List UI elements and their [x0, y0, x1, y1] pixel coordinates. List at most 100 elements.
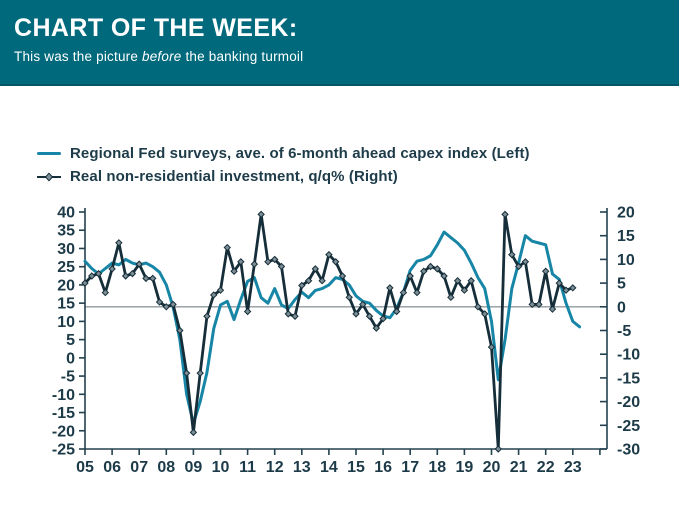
- diamond-marker: [494, 445, 502, 453]
- diamond-marker: [541, 267, 550, 275]
- x-axis-tick-label: 15: [347, 459, 365, 476]
- left-axis-tick-label: 5: [66, 332, 75, 349]
- x-axis-tick-label: 20: [483, 459, 501, 476]
- right-axis-tick-label: 0: [617, 299, 626, 316]
- right-axis: 20 15 10 5 0 -5 -10 -15 -20 -25 -30: [600, 205, 640, 459]
- diamond-marker: [162, 303, 171, 311]
- diamond-marker: [142, 274, 150, 283]
- diamond-marker: [230, 267, 238, 275]
- diamond-marker: [331, 258, 340, 266]
- right-axis-tick-label: 5: [617, 276, 626, 293]
- subtitle-text-post: the banking turmoil: [181, 49, 304, 64]
- diamond-marker: [210, 291, 218, 299]
- diamond-marker: [88, 272, 96, 280]
- x-axis-tick-label: 16: [374, 459, 392, 476]
- left-axis-tick-label: -20: [52, 423, 75, 440]
- diamond-marker: [101, 288, 110, 297]
- x-axis-tick-label: 06: [103, 459, 121, 476]
- diamond-marker: [487, 343, 496, 351]
- diamond-marker: [135, 260, 143, 268]
- right-axis-tick-label: -15: [617, 370, 640, 387]
- diamond-marker: [270, 255, 279, 264]
- left-axis-tick-label: -25: [52, 442, 75, 459]
- right-axis-tick-label: -10: [617, 347, 640, 364]
- x-axis: 05 06 07 08 09 10 11 12 13 14 15 16 17 18 19 20 21 22 23: [76, 448, 607, 476]
- diamond-marker: [460, 286, 469, 294]
- left-axis-tick-label: 30: [57, 241, 75, 258]
- diamond-marker: [433, 265, 442, 273]
- right-axis-tick-label: 10: [617, 252, 635, 269]
- right-axis-tick-label: -25: [617, 418, 640, 435]
- diamond-marker: [264, 258, 272, 266]
- diamond-marker: [514, 262, 523, 271]
- diamond-marker: [453, 277, 462, 285]
- right-axis-tick-label: 15: [617, 228, 635, 245]
- diamond-marker: [291, 312, 299, 320]
- diamond-marker: [352, 310, 360, 318]
- left-axis-tick-label: -15: [52, 405, 75, 422]
- left-axis-tick-label: 20: [57, 277, 75, 294]
- diamond-marker: [284, 310, 292, 318]
- diamond-marker: [298, 281, 306, 290]
- header-banner: CHART OF THE WEEK: This was the picture …: [0, 0, 679, 86]
- x-axis-tick-label: 18: [428, 459, 446, 476]
- x-axis-tick-label: 12: [266, 459, 284, 476]
- teal-line-swatch-icon: [37, 151, 61, 156]
- diamond-marker: [182, 369, 191, 377]
- diamond-marker: [128, 269, 137, 278]
- diamond-marker: [345, 293, 353, 302]
- diamond-marker: [535, 300, 543, 309]
- subtitle-text-pre: This was the picture: [14, 49, 143, 64]
- legend-label-investment: Real non-residential investment, q/q% (R…: [70, 168, 398, 185]
- diamond-marker: [528, 300, 536, 309]
- left-axis-tick-label: 0: [66, 350, 75, 367]
- legend-item-capex: Regional Fed surveys, ave. of 6-month ah…: [37, 142, 530, 165]
- diamond-marker: [413, 288, 421, 297]
- diamond-marker: [250, 260, 259, 268]
- diamond-marker: [420, 267, 428, 275]
- right-axis-tick-label: -20: [617, 394, 640, 411]
- left-axis-tick-label: 15: [57, 296, 75, 313]
- x-axis-tick-label: 08: [157, 459, 175, 476]
- diamond-marker: [392, 307, 401, 316]
- subtitle-text-emphasis: before: [142, 49, 182, 64]
- diamond-marker: [325, 250, 333, 259]
- left-axis-tick-label: 10: [57, 314, 75, 331]
- page-title: CHART OF THE WEEK:: [14, 14, 298, 42]
- capex-series-line: [83, 230, 582, 425]
- diamond-marker: [548, 305, 557, 313]
- left-axis-tick-label: -5: [61, 369, 75, 386]
- legend-label-capex: Regional Fed surveys, ave. of 6-month ah…: [70, 145, 530, 162]
- investment-series-line: [81, 210, 577, 453]
- diamond-marker: [189, 428, 198, 437]
- dark-line-diamond-swatch-icon: [37, 171, 61, 182]
- diamond-marker: [359, 300, 367, 309]
- diamond-marker: [508, 250, 516, 259]
- left-axis-tick-label: 40: [57, 205, 75, 222]
- left-axis-tick-label: 35: [57, 223, 75, 240]
- diamond-marker: [203, 312, 211, 320]
- diamond-marker: [243, 307, 252, 316]
- right-axis-tick-label: -30: [617, 442, 640, 459]
- diamond-marker: [277, 262, 286, 271]
- diamond-marker: [149, 274, 157, 283]
- diamond-marker: [108, 265, 116, 273]
- legend-item-investment: Real non-residential investment, q/q% (R…: [37, 165, 530, 188]
- diamond-marker: [440, 272, 448, 280]
- diamond-marker: [237, 258, 245, 266]
- diamond-marker: [386, 284, 394, 292]
- right-axis-tick-label: 20: [617, 205, 635, 222]
- diamond-marker: [176, 326, 184, 335]
- diamond-marker: [569, 284, 577, 292]
- diamond-marker: [155, 298, 164, 306]
- diamond-marker: [94, 269, 103, 278]
- page-subtitle: This was the picture before the banking …: [14, 49, 663, 64]
- x-axis-tick-label: 21: [510, 459, 528, 476]
- diamond-marker: [474, 303, 482, 311]
- diamond-marker: [481, 310, 489, 318]
- x-axis-tick-label: 07: [130, 459, 148, 476]
- x-axis-tick-label: 09: [185, 459, 203, 476]
- x-axis-tick-label: 19: [456, 459, 474, 476]
